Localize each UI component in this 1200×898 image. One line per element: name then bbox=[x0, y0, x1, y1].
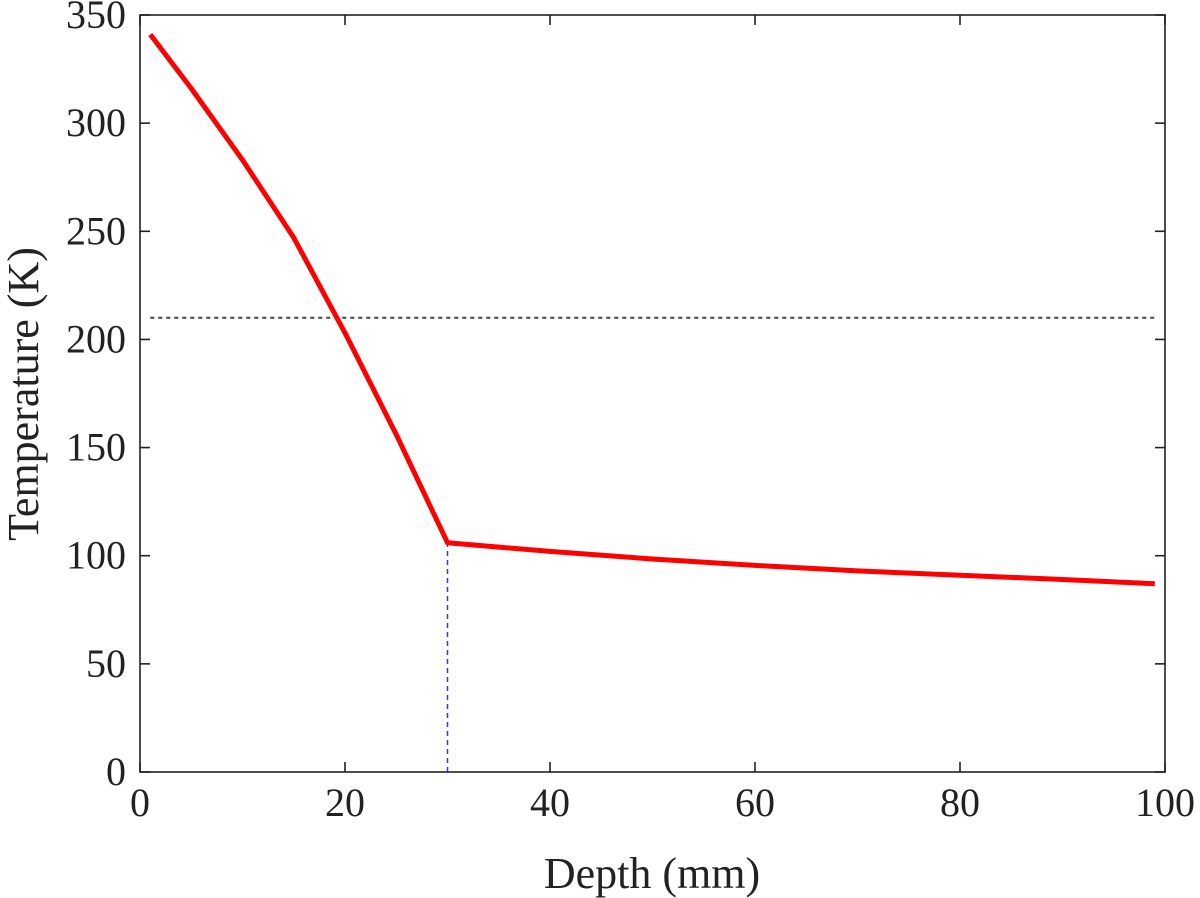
y-tick-label: 0 bbox=[106, 749, 126, 794]
reference-lines bbox=[150, 316, 1155, 772]
x-tick-label: 100 bbox=[1135, 780, 1195, 825]
y-tick-label: 100 bbox=[66, 533, 126, 578]
plot-frame bbox=[139, 14, 1166, 773]
y-tick-label: 250 bbox=[66, 208, 126, 253]
y-tick-label: 200 bbox=[66, 316, 126, 361]
y-tick-label: 150 bbox=[66, 425, 126, 470]
axis-ticks bbox=[139, 14, 1166, 773]
x-tick-label: 20 bbox=[325, 780, 365, 825]
x-tick-label: 0 bbox=[130, 780, 150, 825]
data-series bbox=[148, 32, 1155, 587]
temperature-series-line bbox=[148, 32, 1155, 587]
y-tick-label: 50 bbox=[86, 641, 126, 686]
y-tick-labels: 0 50 100 150 200 250 300 350 bbox=[66, 0, 126, 794]
x-tick-label: 60 bbox=[735, 780, 775, 825]
x-tick-label: 80 bbox=[940, 780, 980, 825]
y-tick-label: 300 bbox=[66, 100, 126, 145]
plot-area bbox=[140, 15, 1165, 772]
x-tick-label: 40 bbox=[530, 780, 570, 825]
y-tick-label: 350 bbox=[66, 0, 126, 37]
y-axis-title: Temperature (K) bbox=[0, 247, 48, 541]
x-axis-title: Depth (mm) bbox=[544, 849, 760, 898]
x-tick-labels: 0 20 40 60 80 100 bbox=[130, 780, 1195, 825]
